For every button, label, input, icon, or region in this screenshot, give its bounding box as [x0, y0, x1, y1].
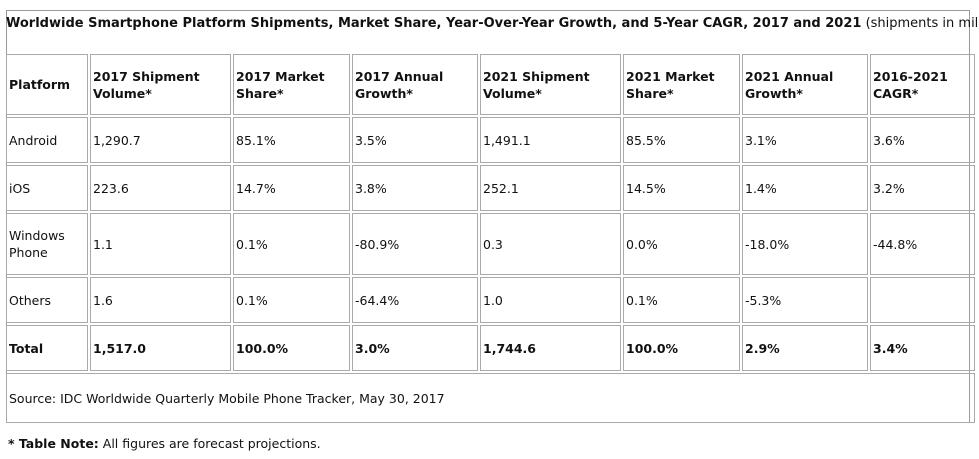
table-row: Windows Phone 1.1 0.1% -80.9% 0.3 0.0% -…	[6, 213, 975, 275]
header-2017-share: 2017 Market Share*	[233, 54, 350, 115]
table-cell: 3.6%	[870, 117, 975, 163]
header-2017-shipment: 2017 Shipment Volume*	[90, 54, 231, 115]
table-cell: -80.9%	[352, 213, 478, 275]
header-platform: Platform	[6, 54, 88, 115]
table-cell: 3.5%	[352, 117, 478, 163]
table-cell: 14.5%	[623, 165, 740, 211]
table-cell: 0.0%	[623, 213, 740, 275]
table-cell: 1,290.7	[90, 117, 231, 163]
table-cell: 3.8%	[352, 165, 478, 211]
table-cell: 1,491.1	[480, 117, 621, 163]
header-2021-share: 2021 Market Share*	[623, 54, 740, 115]
table-cell: Windows Phone	[6, 213, 88, 275]
header-2021-growth: 2021 Annual Growth*	[742, 54, 868, 115]
table-cell: 85.5%	[623, 117, 740, 163]
total-cell: 1,744.6	[480, 325, 621, 371]
table-row: Android 1,290.7 85.1% 3.5% 1,491.1 85.5%…	[6, 117, 975, 163]
total-cell: 3.0%	[352, 325, 478, 371]
header-cagr: 2016-2021 CAGR*	[870, 54, 975, 115]
title-main: Worldwide Smartphone Platform Shipments,…	[6, 16, 862, 31]
table-title: Worldwide Smartphone Platform Shipments,…	[6, 16, 979, 31]
header-2021-shipment: 2021 Shipment Volume*	[480, 54, 621, 115]
table-cell: Others	[6, 277, 88, 323]
total-cell: 1,517.0	[90, 325, 231, 371]
table-cell: 252.1	[480, 165, 621, 211]
table-cell: Android	[6, 117, 88, 163]
table-cell: 0.3	[480, 213, 621, 275]
table-cell: 0.1%	[233, 213, 350, 275]
header-2017-growth: 2017 Annual Growth*	[352, 54, 478, 115]
table-row: Others 1.6 0.1% -64.4% 1.0 0.1% -5.3%	[6, 277, 975, 323]
table-cell: 0.1%	[233, 277, 350, 323]
note-text: All figures are forecast projections.	[98, 436, 321, 451]
table-cell	[870, 277, 975, 323]
table-cell: -64.4%	[352, 277, 478, 323]
source-row: Source: IDC Worldwide Quarterly Mobile P…	[6, 373, 975, 423]
title-suffix: (shipments in millions)	[865, 16, 979, 31]
table-cell: 14.7%	[233, 165, 350, 211]
table-cell: 3.2%	[870, 165, 975, 211]
table-row: iOS 223.6 14.7% 3.8% 252.1 14.5% 1.4% 3.…	[6, 165, 975, 211]
shipments-table: Platform 2017 Shipment Volume* 2017 Mark…	[4, 52, 977, 425]
note-label: * Table Note:	[8, 436, 99, 451]
source-cell: Source: IDC Worldwide Quarterly Mobile P…	[6, 373, 975, 423]
table-total-row: Total 1,517.0 100.0% 3.0% 1,744.6 100.0%…	[6, 325, 975, 371]
table-cell: 0.1%	[623, 277, 740, 323]
table-cell: 3.1%	[742, 117, 868, 163]
table-cell: 223.6	[90, 165, 231, 211]
table-cell: 1.6	[90, 277, 231, 323]
total-cell: Total	[6, 325, 88, 371]
table-cell: -44.8%	[870, 213, 975, 275]
total-cell: 100.0%	[623, 325, 740, 371]
table-cell: iOS	[6, 165, 88, 211]
total-cell: 100.0%	[233, 325, 350, 371]
table-cell: 1.0	[480, 277, 621, 323]
table-cell: 1.4%	[742, 165, 868, 211]
total-cell: 2.9%	[742, 325, 868, 371]
table-cell: -18.0%	[742, 213, 868, 275]
table-header-row: Platform 2017 Shipment Volume* 2017 Mark…	[6, 54, 975, 115]
table-note: * Table Note: All figures are forecast p…	[8, 436, 321, 451]
total-cell: 3.4%	[870, 325, 975, 371]
table-cell: 1.1	[90, 213, 231, 275]
table-cell: 85.1%	[233, 117, 350, 163]
table-cell: -5.3%	[742, 277, 868, 323]
